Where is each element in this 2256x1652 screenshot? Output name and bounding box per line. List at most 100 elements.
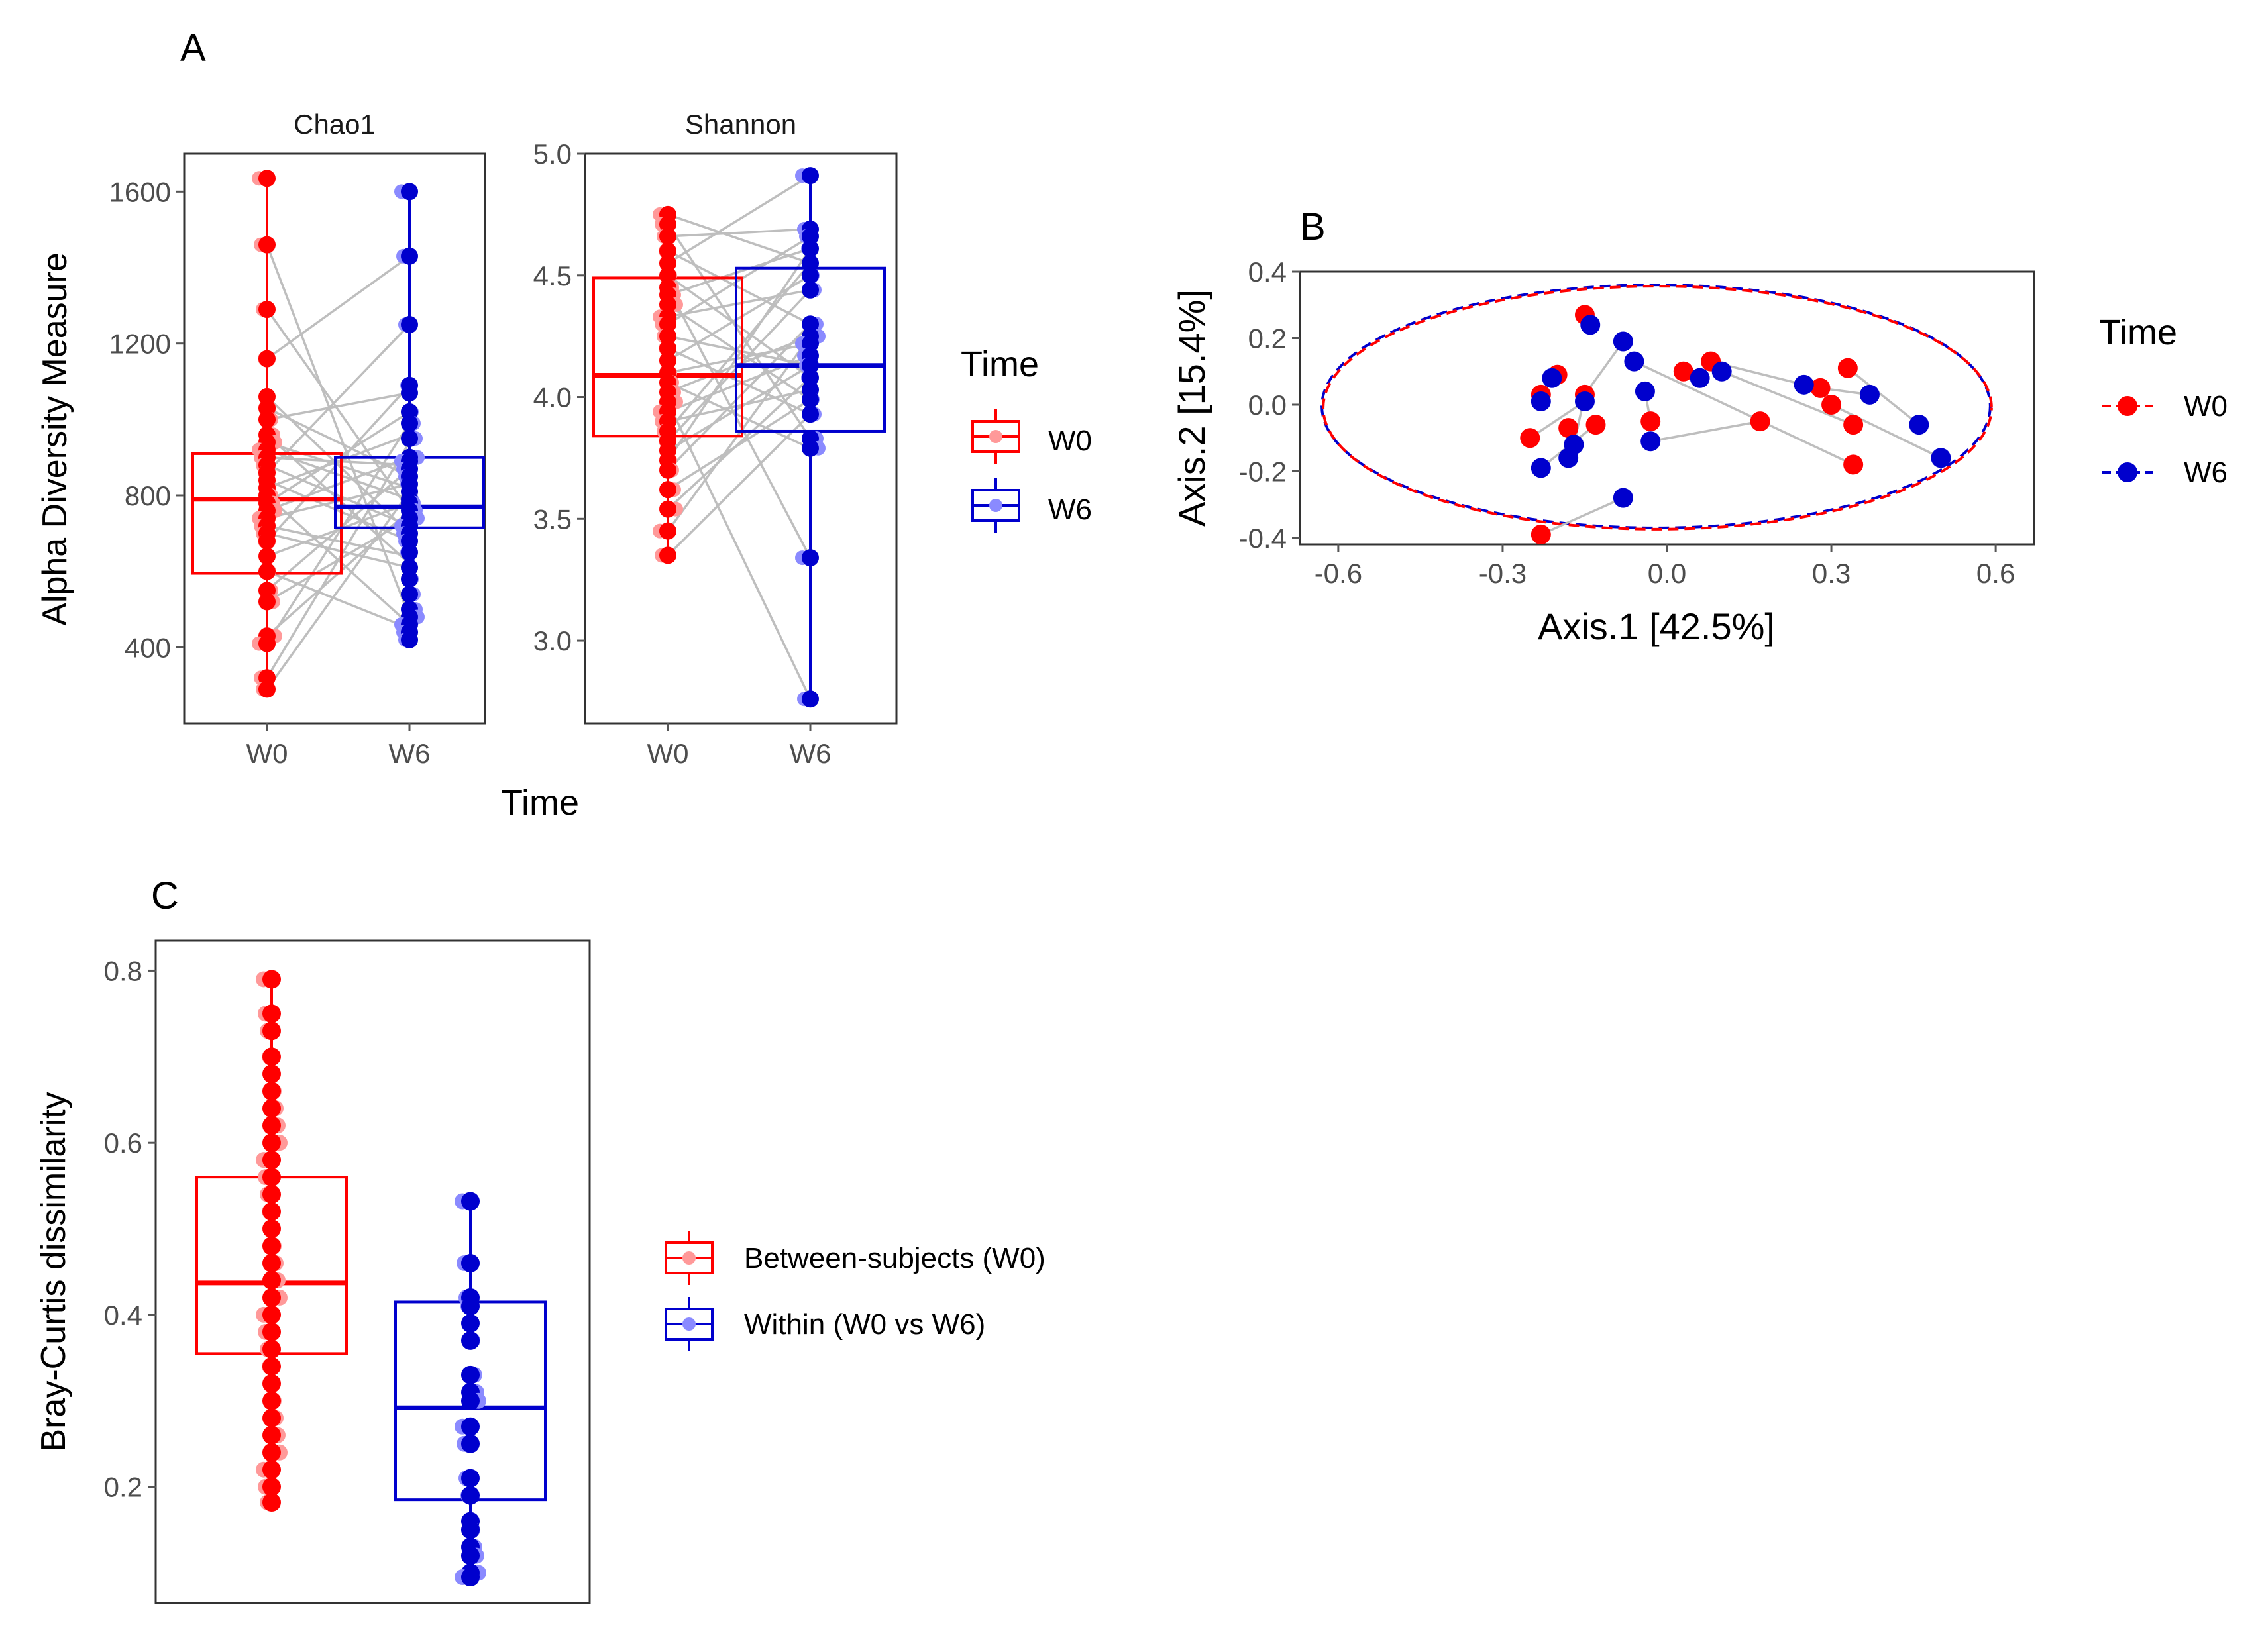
shannon-pair-line bbox=[667, 289, 811, 318]
pcoa-point-w0 bbox=[1810, 378, 1831, 398]
bray-data-point bbox=[262, 1357, 281, 1376]
bray-data-point bbox=[461, 1314, 480, 1333]
legend-b: Time W0 W6 bbox=[2099, 313, 2228, 489]
bray-data-point bbox=[262, 1185, 281, 1204]
shannon-panel-border bbox=[584, 152, 898, 725]
bray-data-point bbox=[262, 1460, 281, 1479]
bray-data-point bbox=[262, 1391, 281, 1410]
chao1-data-point bbox=[258, 170, 276, 187]
bray-data-point bbox=[461, 1546, 480, 1565]
bray-data-point bbox=[262, 1254, 281, 1273]
bray-panel-border bbox=[154, 939, 591, 1604]
shannon-data-point bbox=[802, 281, 819, 299]
legend-a: Time W0 W6 bbox=[961, 344, 1092, 533]
chao1-pair-line bbox=[266, 456, 410, 512]
pcoa-point-w0 bbox=[1520, 428, 1540, 448]
chao1-ylabel: Alpha Diversity Measure bbox=[36, 252, 74, 626]
chao1-data-point bbox=[401, 570, 418, 588]
pcoa-point-w0 bbox=[1750, 411, 1770, 432]
shannon-strip-title: Shannon bbox=[685, 109, 796, 140]
pcoa-ytick-label: 0.4 bbox=[1248, 256, 1287, 287]
shannon-pair-line bbox=[667, 287, 812, 558]
chao1-data-point bbox=[401, 430, 418, 447]
shannon-pair-line bbox=[667, 376, 812, 510]
pcoa-point-w6 bbox=[1613, 488, 1633, 508]
shannon-ytick-label: 3.0 bbox=[533, 625, 572, 656]
bray-data-point bbox=[461, 1486, 480, 1505]
shannon-data-point bbox=[802, 266, 819, 284]
bray-data-point bbox=[461, 1192, 480, 1211]
shannon-plot: 3.0 3.5 4.0 4.5 5.0 Shannon W0 W6 bbox=[533, 109, 898, 769]
legend-a-w6-label: W6 bbox=[1048, 493, 1092, 526]
pcoa-ytick-label: -0.4 bbox=[1239, 523, 1287, 554]
confidence-ellipse-w0 bbox=[1322, 285, 1993, 531]
legend-a-w0-label: W0 bbox=[1048, 425, 1092, 457]
chao1-xtick-label: W6 bbox=[389, 738, 431, 769]
shannon-pair-line bbox=[667, 413, 812, 556]
bray-data-point bbox=[262, 1116, 281, 1135]
panel-label-b: B bbox=[1300, 205, 1326, 248]
pcoa-point-w0 bbox=[1585, 415, 1606, 435]
bray-data-point bbox=[461, 1331, 480, 1350]
bray-data-point bbox=[461, 1520, 480, 1539]
shannon-pair-line bbox=[667, 248, 812, 462]
shannon-pair-line bbox=[667, 250, 811, 325]
chao1-panel-border bbox=[183, 152, 486, 725]
shannon-ytick-label: 4.0 bbox=[533, 382, 572, 413]
shannon-data-point bbox=[802, 240, 819, 258]
chao1-pair-line bbox=[266, 391, 410, 421]
shannon-pair-line bbox=[667, 228, 811, 238]
shannon-data-point bbox=[659, 340, 676, 358]
pcoa-point-w6 bbox=[1859, 384, 1880, 405]
chao1-plot: 400 800 1200 1600 Chao1 W0 W6 Alpha Diversity M… bbox=[36, 109, 579, 823]
legend-b-dot-w0 bbox=[2118, 396, 2137, 416]
bray-data-point bbox=[262, 1270, 281, 1290]
pcoa-plot: -0.6 -0.3 0.0 0.3 0.6 -0.4 -0.2 0.0 0.2 0.4 Axis.1… bbox=[1171, 256, 2035, 647]
bray-data-point bbox=[262, 1133, 281, 1153]
chao1-pair-line bbox=[266, 525, 410, 558]
pcoa-point-w0 bbox=[1843, 454, 1864, 475]
shannon-data-point bbox=[659, 227, 676, 245]
pcoa-pair-line bbox=[1831, 403, 1942, 459]
pcoa-ytick-label: -0.2 bbox=[1239, 456, 1287, 487]
pcoa-pair-line bbox=[1721, 370, 1854, 426]
legend-b-w0-label: W0 bbox=[2184, 390, 2228, 423]
bray-data-point bbox=[461, 1434, 480, 1453]
pcoa-point-w6 bbox=[1711, 361, 1732, 382]
bray-data-point bbox=[262, 1322, 281, 1341]
pcoa-point-w6 bbox=[1574, 391, 1595, 411]
shannon-pair-line bbox=[667, 335, 811, 367]
shannon-data-point bbox=[802, 227, 819, 245]
pcoa-point-w6 bbox=[1635, 381, 1655, 401]
shannon-data-point bbox=[802, 167, 819, 185]
bray-data-point bbox=[461, 1469, 480, 1488]
bray-data-point bbox=[461, 1417, 480, 1436]
bray-ytick-label: 0.8 bbox=[104, 955, 142, 986]
bray-ytick-label: 0.4 bbox=[104, 1300, 142, 1331]
pcoa-pair-line bbox=[1650, 420, 1760, 442]
pcoa-point-w0 bbox=[1843, 415, 1864, 435]
pcoa-xtick-label: 0.0 bbox=[1648, 558, 1686, 589]
chao1-ytick-label: 400 bbox=[125, 632, 171, 663]
chao1-pair-line bbox=[266, 441, 411, 679]
chao1-ytick-label: 1600 bbox=[109, 176, 171, 207]
shannon-ytick-label: 4.5 bbox=[533, 260, 572, 291]
bray-data-point bbox=[262, 1099, 281, 1118]
pcoa-xlabel: Axis.1 [42.5%] bbox=[1538, 605, 1775, 647]
shannon-data-point bbox=[802, 254, 819, 272]
shannon-xtick-label: W0 bbox=[647, 738, 689, 769]
bray-data-point bbox=[262, 1339, 281, 1359]
shannon-data-point bbox=[659, 546, 676, 564]
bray-data-point bbox=[262, 1477, 281, 1496]
pcoa-point-w6 bbox=[1542, 368, 1562, 388]
pcoa-pair-line bbox=[1529, 400, 1585, 439]
pcoa-panel-border bbox=[1299, 270, 2035, 546]
shannon-data-point bbox=[802, 439, 819, 457]
chao1-data-point bbox=[258, 350, 276, 368]
bray-data-point bbox=[262, 1202, 281, 1221]
chao1-pair-line bbox=[266, 570, 410, 630]
bray-data-point bbox=[262, 1064, 281, 1084]
pcoa-pair-line bbox=[1584, 340, 1625, 395]
chao1-data-point bbox=[401, 415, 418, 433]
